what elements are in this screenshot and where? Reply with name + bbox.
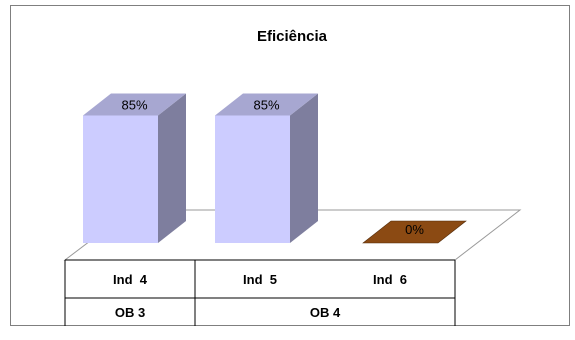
data-label-2: 85%: [253, 98, 279, 113]
group-label-ob-3: OB 3: [115, 305, 145, 320]
chart-title: Eficiência: [257, 28, 328, 45]
bar-top-2: [215, 93, 318, 116]
data-label-1: 85%: [121, 98, 147, 113]
bar-front-1: [83, 115, 158, 243]
bar-top-1: [83, 93, 186, 116]
bars-layer: 85% 85% 0%: [83, 93, 467, 244]
category-label-ind-5: Ind 5: [243, 272, 277, 287]
bar-front-2: [215, 115, 290, 243]
category-label-ind-4: Ind 4: [113, 272, 148, 287]
bar-side-2: [290, 93, 318, 243]
group-label-ob-4: OB 4: [310, 305, 341, 320]
data-label-3: 0%: [405, 222, 424, 237]
category-axis: [64, 259, 456, 326]
bar-side-1: [158, 93, 186, 243]
bar-top-3: [362, 220, 467, 244]
category-label-ind-6: Ind 6: [373, 272, 407, 287]
